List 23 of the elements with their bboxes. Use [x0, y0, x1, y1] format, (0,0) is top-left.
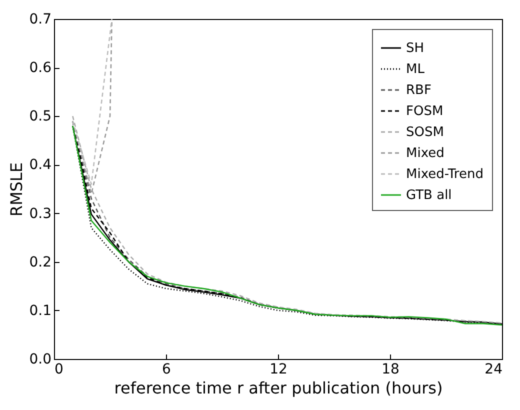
legend-label: RBF [406, 83, 432, 98]
y-tick-label: 0.1 [29, 302, 52, 319]
legend-label: Mixed [406, 146, 444, 161]
y-tick-label: 0.0 [29, 352, 52, 368]
x-tick-label: 24 [484, 362, 503, 378]
legend-label: FOSM [406, 104, 444, 119]
y-tick-label: 0.3 [29, 206, 52, 222]
y-tick-label: 0.4 [29, 157, 52, 174]
y-tick-label: 0.5 [29, 108, 52, 125]
x-tick-label: 18 [382, 362, 400, 378]
legend-label: GTB all [406, 188, 452, 203]
y-tick-label: 0.2 [29, 254, 52, 270]
legend-label: SOSM [406, 125, 444, 140]
y-tick-label: 0.6 [29, 60, 52, 76]
y-tick-label: 0.7 [29, 12, 52, 28]
legend-label: Mixed-Trend [406, 167, 484, 182]
x-tick-label: 0 [54, 362, 64, 378]
y-axis-title: RMSLE [7, 162, 26, 217]
x-axis-title: reference time r after publication (hours) [114, 378, 443, 398]
legend-label: ML [406, 62, 426, 77]
x-tick-label: 6 [162, 362, 172, 378]
legend-label: SH [406, 41, 424, 56]
x-tick-label: 12 [270, 362, 288, 378]
